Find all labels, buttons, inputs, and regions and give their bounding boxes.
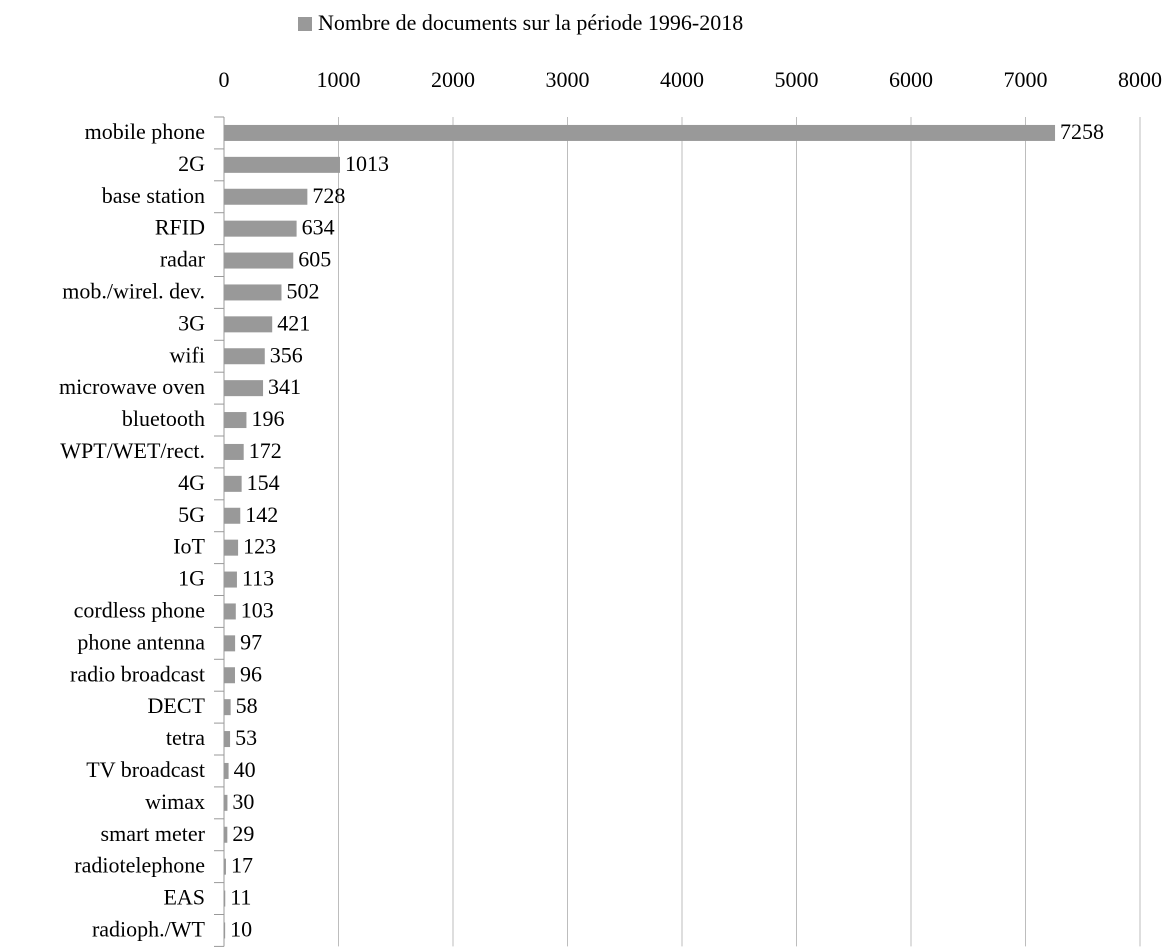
bar [224, 507, 241, 524]
x-tick-label: 8000 [1118, 67, 1162, 92]
bar [224, 220, 297, 237]
value-label: 97 [240, 629, 262, 654]
bar [224, 890, 226, 907]
x-tick-label: 4000 [660, 67, 704, 92]
x-tick-label: 0 [219, 67, 230, 92]
value-label: 11 [230, 885, 251, 910]
y-tick-label: radioph./WT [92, 916, 206, 941]
value-label: 7258 [1060, 119, 1104, 144]
y-tick-label: radiotelephone [74, 853, 205, 878]
y-tick-label: radar [160, 247, 206, 272]
bar [224, 826, 228, 843]
x-tick-label: 2000 [431, 67, 475, 92]
y-tick-label: DECT [148, 693, 206, 718]
y-tick-label: TV broadcast [86, 757, 205, 782]
value-label: 356 [270, 342, 303, 367]
y-tick-label: microwave oven [59, 374, 205, 399]
value-label: 421 [277, 310, 310, 335]
value-label: 196 [251, 406, 284, 431]
bar [224, 412, 247, 429]
legend-label: Nombre de documents sur la période 1996-… [318, 10, 743, 35]
value-label: 1013 [345, 151, 389, 176]
y-tick-label: bluetooth [122, 406, 205, 431]
bar [224, 539, 239, 556]
value-label: 142 [245, 502, 278, 527]
value-label: 123 [243, 534, 276, 559]
value-label: 30 [232, 789, 254, 814]
y-tick-label: mob./wirel. dev. [62, 278, 205, 303]
y-tick-label: WPT/WET/rect. [60, 438, 205, 463]
y-tick-label: smart meter [101, 821, 206, 846]
bar [224, 922, 226, 939]
bar [224, 603, 236, 620]
y-tick-label: 5G [178, 502, 205, 527]
y-tick-label: phone antenna [77, 629, 205, 654]
bar [224, 667, 235, 684]
y-tick-label: base station [102, 183, 205, 208]
legend-swatch [298, 17, 312, 31]
y-tick-label: 3G [178, 310, 205, 335]
value-label: 17 [231, 853, 253, 878]
y-tick-label: wifi [170, 342, 205, 367]
x-tick-label: 7000 [1004, 67, 1048, 92]
x-tick-label: 6000 [889, 67, 933, 92]
bar [224, 188, 308, 205]
value-label: 172 [249, 438, 282, 463]
value-label: 96 [240, 661, 262, 686]
bar [224, 284, 282, 301]
value-label: 40 [234, 757, 256, 782]
value-label: 53 [235, 725, 257, 750]
value-label: 502 [286, 278, 319, 303]
bar [224, 475, 242, 492]
value-label: 103 [241, 597, 274, 622]
value-label: 341 [268, 374, 301, 399]
value-label: 605 [298, 247, 331, 272]
y-tick-label: 4G [178, 470, 205, 495]
bar [224, 699, 231, 716]
bar [224, 348, 265, 365]
y-tick-label: mobile phone [85, 119, 205, 144]
y-tick-label: wimax [145, 789, 205, 814]
value-label: 154 [247, 470, 280, 495]
bar [224, 571, 237, 588]
value-label: 728 [312, 183, 345, 208]
value-label: 58 [236, 693, 258, 718]
bar [224, 380, 264, 397]
bar [224, 731, 231, 748]
value-label: 634 [302, 215, 335, 240]
y-tick-label: RFID [155, 215, 205, 240]
y-tick-label: radio broadcast [70, 661, 205, 686]
value-label: 113 [242, 566, 274, 591]
bar [224, 443, 244, 460]
bar [224, 794, 228, 811]
y-tick-label: 2G [178, 151, 205, 176]
y-tick-label: tetra [166, 725, 205, 750]
x-tick-label: 3000 [546, 67, 590, 92]
value-label: 10 [230, 916, 252, 941]
bar [224, 252, 294, 269]
bar [224, 124, 1056, 141]
x-tick-label: 5000 [775, 67, 819, 92]
value-label: 29 [232, 821, 254, 846]
bar [224, 316, 273, 333]
y-tick-label: EAS [163, 885, 205, 910]
bar [224, 156, 340, 173]
y-tick-label: 1G [178, 566, 205, 591]
y-tick-label: cordless phone [74, 597, 205, 622]
x-tick-label: 1000 [317, 67, 361, 92]
bar [224, 858, 226, 875]
bar [224, 762, 229, 779]
bar [224, 635, 236, 652]
y-tick-label: IoT [173, 534, 205, 559]
